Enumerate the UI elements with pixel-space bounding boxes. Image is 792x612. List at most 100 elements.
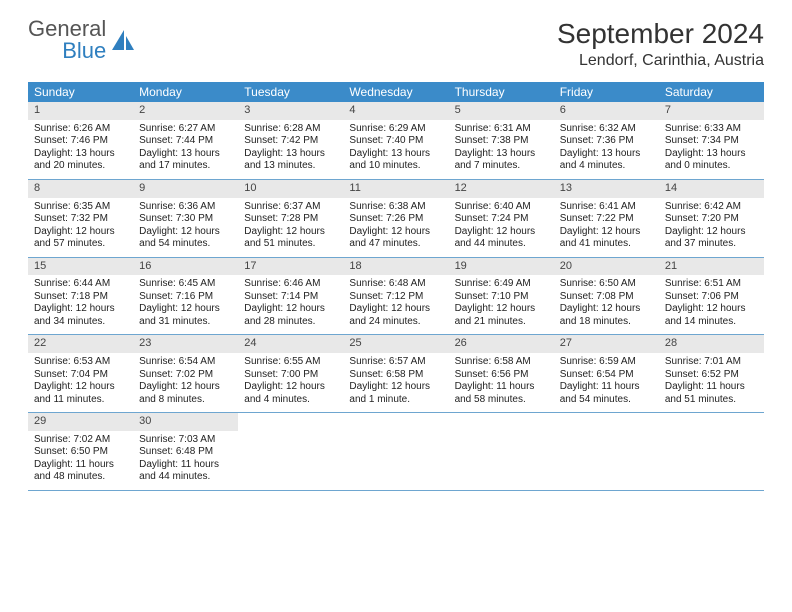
day-details: Sunrise: 6:42 AMSunset: 7:20 PMDaylight:… <box>659 201 764 251</box>
day-number: 17 <box>238 258 343 276</box>
day-details: Sunrise: 6:53 AMSunset: 7:04 PMDaylight:… <box>28 356 133 406</box>
sunset-text: Sunset: 6:56 PM <box>455 369 548 382</box>
sunset-text: Sunset: 7:06 PM <box>665 291 758 304</box>
weekday-header-cell: Monday <box>133 82 238 102</box>
daylight-text: Daylight: 11 hours <box>455 381 548 394</box>
sail-icon <box>110 28 136 54</box>
sunrise-text: Sunrise: 6:42 AM <box>665 201 758 214</box>
daylight-text: Daylight: 12 hours <box>349 226 442 239</box>
day-details: Sunrise: 6:40 AMSunset: 7:24 PMDaylight:… <box>449 201 554 251</box>
sunset-text: Sunset: 7:22 PM <box>560 213 653 226</box>
daylight-text: Daylight: 12 hours <box>349 303 442 316</box>
day-details: Sunrise: 6:59 AMSunset: 6:54 PMDaylight:… <box>554 356 659 406</box>
daylight-text: Daylight: 11 hours <box>665 381 758 394</box>
day-cell: 10Sunrise: 6:37 AMSunset: 7:28 PMDayligh… <box>238 180 343 257</box>
day-number: 8 <box>28 180 133 198</box>
day-number: 28 <box>659 335 764 353</box>
weekday-header-cell: Saturday <box>659 82 764 102</box>
sunset-text: Sunset: 7:14 PM <box>244 291 337 304</box>
day-cell: 26Sunrise: 6:58 AMSunset: 6:56 PMDayligh… <box>449 335 554 412</box>
weeks-container: 1Sunrise: 6:26 AMSunset: 7:46 PMDaylight… <box>28 102 764 491</box>
day-number: 18 <box>343 258 448 276</box>
sunrise-text: Sunrise: 6:29 AM <box>349 123 442 136</box>
sunset-text: Sunset: 6:54 PM <box>560 369 653 382</box>
daylight-text: Daylight: 11 hours <box>139 459 232 472</box>
daylight-text: Daylight: 12 hours <box>244 381 337 394</box>
sunrise-text: Sunrise: 6:49 AM <box>455 278 548 291</box>
day-details: Sunrise: 6:45 AMSunset: 7:16 PMDaylight:… <box>133 278 238 328</box>
week-row: 29Sunrise: 7:02 AMSunset: 6:50 PMDayligh… <box>28 413 764 491</box>
day-cell: 20Sunrise: 6:50 AMSunset: 7:08 PMDayligh… <box>554 258 659 335</box>
sunset-text: Sunset: 7:36 PM <box>560 135 653 148</box>
day-cell: 25Sunrise: 6:57 AMSunset: 6:58 PMDayligh… <box>343 335 448 412</box>
sunrise-text: Sunrise: 6:51 AM <box>665 278 758 291</box>
day-cell: 16Sunrise: 6:45 AMSunset: 7:16 PMDayligh… <box>133 258 238 335</box>
day-details: Sunrise: 6:44 AMSunset: 7:18 PMDaylight:… <box>28 278 133 328</box>
sunrise-text: Sunrise: 6:57 AM <box>349 356 442 369</box>
day-details: Sunrise: 6:57 AMSunset: 6:58 PMDaylight:… <box>343 356 448 406</box>
day-cell <box>449 413 554 490</box>
day-number: 12 <box>449 180 554 198</box>
sunrise-text: Sunrise: 6:35 AM <box>34 201 127 214</box>
day-details: Sunrise: 6:48 AMSunset: 7:12 PMDaylight:… <box>343 278 448 328</box>
weekday-header-cell: Sunday <box>28 82 133 102</box>
daylight-text: and 11 minutes. <box>34 394 127 407</box>
day-number: 4 <box>343 102 448 120</box>
sunrise-text: Sunrise: 6:27 AM <box>139 123 232 136</box>
day-details: Sunrise: 6:37 AMSunset: 7:28 PMDaylight:… <box>238 201 343 251</box>
day-number: 6 <box>554 102 659 120</box>
sunset-text: Sunset: 7:32 PM <box>34 213 127 226</box>
day-number: 23 <box>133 335 238 353</box>
day-cell <box>659 413 764 490</box>
sunrise-text: Sunrise: 6:55 AM <box>244 356 337 369</box>
weekday-header-cell: Friday <box>554 82 659 102</box>
day-number: 11 <box>343 180 448 198</box>
daylight-text: Daylight: 12 hours <box>34 226 127 239</box>
sunrise-text: Sunrise: 6:28 AM <box>244 123 337 136</box>
daylight-text: and 8 minutes. <box>139 394 232 407</box>
daylight-text: and 4 minutes. <box>244 394 337 407</box>
daylight-text: Daylight: 12 hours <box>455 303 548 316</box>
day-details: Sunrise: 6:31 AMSunset: 7:38 PMDaylight:… <box>449 123 554 173</box>
daylight-text: Daylight: 12 hours <box>455 226 548 239</box>
daylight-text: Daylight: 11 hours <box>34 459 127 472</box>
daylight-text: Daylight: 12 hours <box>244 303 337 316</box>
sunrise-text: Sunrise: 6:40 AM <box>455 201 548 214</box>
week-row: 1Sunrise: 6:26 AMSunset: 7:46 PMDaylight… <box>28 102 764 180</box>
sunset-text: Sunset: 7:20 PM <box>665 213 758 226</box>
day-number: 9 <box>133 180 238 198</box>
day-cell: 17Sunrise: 6:46 AMSunset: 7:14 PMDayligh… <box>238 258 343 335</box>
sunrise-text: Sunrise: 6:38 AM <box>349 201 442 214</box>
day-details: Sunrise: 6:38 AMSunset: 7:26 PMDaylight:… <box>343 201 448 251</box>
daylight-text: and 28 minutes. <box>244 316 337 329</box>
sunset-text: Sunset: 7:26 PM <box>349 213 442 226</box>
sunset-text: Sunset: 7:42 PM <box>244 135 337 148</box>
day-cell <box>238 413 343 490</box>
daylight-text: and 7 minutes. <box>455 160 548 173</box>
daylight-text: and 14 minutes. <box>665 316 758 329</box>
sunset-text: Sunset: 6:52 PM <box>665 369 758 382</box>
day-details: Sunrise: 6:51 AMSunset: 7:06 PMDaylight:… <box>659 278 764 328</box>
day-cell: 15Sunrise: 6:44 AMSunset: 7:18 PMDayligh… <box>28 258 133 335</box>
title-block: September 2024 Lendorf, Carinthia, Austr… <box>557 18 764 70</box>
sunrise-text: Sunrise: 6:32 AM <box>560 123 653 136</box>
day-cell: 8 Sunrise: 6:35 AMSunset: 7:32 PMDaylight… <box>28 180 133 257</box>
daylight-text: and 0 minutes. <box>665 160 758 173</box>
daylight-text: and 18 minutes. <box>560 316 653 329</box>
month-title: September 2024 <box>557 18 764 50</box>
daylight-text: and 24 minutes. <box>349 316 442 329</box>
daylight-text: and 4 minutes. <box>560 160 653 173</box>
day-details: Sunrise: 6:32 AMSunset: 7:36 PMDaylight:… <box>554 123 659 173</box>
sunrise-text: Sunrise: 6:44 AM <box>34 278 127 291</box>
day-number: 5 <box>449 102 554 120</box>
daylight-text: and 44 minutes. <box>139 471 232 484</box>
sunset-text: Sunset: 6:48 PM <box>139 446 232 459</box>
daylight-text: and 54 minutes. <box>560 394 653 407</box>
day-number: 29 <box>28 413 133 431</box>
day-cell: 7Sunrise: 6:33 AMSunset: 7:34 PMDaylight… <box>659 102 764 179</box>
week-row: 22Sunrise: 6:53 AMSunset: 7:04 PMDayligh… <box>28 335 764 413</box>
day-cell: 22Sunrise: 6:53 AMSunset: 7:04 PMDayligh… <box>28 335 133 412</box>
day-details: Sunrise: 6:27 AMSunset: 7:44 PMDaylight:… <box>133 123 238 173</box>
day-number: 13 <box>554 180 659 198</box>
daylight-text: and 51 minutes. <box>244 238 337 251</box>
